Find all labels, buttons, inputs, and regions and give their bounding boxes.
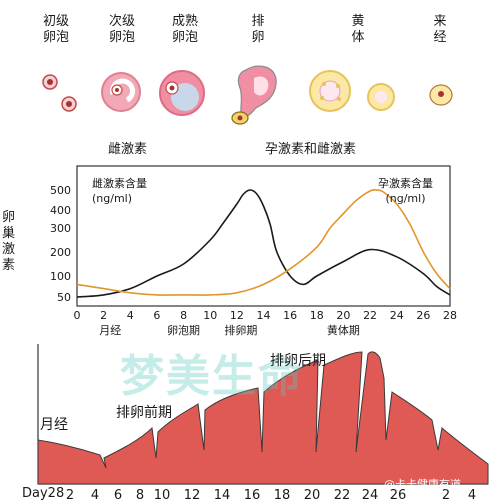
credit-text: @卡卡健康有道 [384,478,461,491]
day-prefix: Day28 [22,486,65,501]
day-tick-label: 16 [244,488,261,503]
bottom-label-menstruation: 月经 [40,417,68,433]
y-tick-label: 500 [50,184,71,197]
x-tick-label: 20 [336,309,350,322]
primary-follicle-icon [42,74,77,112]
endometrium-shape [37,351,489,485]
y-tick-label: 300 [50,222,71,235]
phase-label: 黄体期 [327,323,360,337]
x-tick-label: 10 [203,309,217,322]
stage-label-secondary-follicle: 次级 卵泡 [108,14,135,45]
hormone-label-progesterone-estrogen: 孕激素和雌激素 [265,142,357,157]
corpus-luteum-icon [309,70,395,112]
hormone-label-estrogen: 雌激素 [108,142,148,157]
ovulation-icon [231,65,277,125]
series-label-estrogen: 雌激素含量 (ng/ml) [92,177,147,205]
day-tick-label: 10 [154,488,171,503]
x-tick-label: 8 [180,309,187,322]
phase-label: 月经 [99,324,121,337]
day-tick-label: 6 [114,488,122,503]
bottom-label-post-ovulation: 排卵后期 [270,353,326,369]
x-tick-label: 4 [127,309,134,322]
bottom-label-pre-ovulation: 排卵前期 [116,405,172,421]
day-tick-label: 8 [136,488,144,503]
series-line-estrogen [76,189,451,298]
x-tick-label: 2 [100,309,107,322]
x-tick-label: 24 [390,309,404,322]
stage-label-mature-follicle: 成熟 卵泡 [171,14,198,45]
y-tick-label: 400 [50,204,71,217]
phase-label: 排卵期 [224,323,257,337]
stage-label-ovulation: 排 卵 [251,14,265,45]
day-tick-label: 22 [334,488,351,503]
day-tick-label: 2 [66,488,74,503]
watermark-text: 梦美生命 [120,351,304,402]
series-line-progesterone [76,189,451,296]
day-tick-label: 2 [442,488,450,503]
secondary-follicle-icon [101,72,141,112]
x-tick-label: 26 [416,309,430,322]
y-tick-label: 100 [50,270,71,283]
x-tick-label: 18 [310,309,324,322]
x-tick-label: 14 [257,309,271,322]
day-tick-label: 20 [304,488,321,503]
day-tick-label: 26 [390,488,407,503]
stage-label-menstruation: 来 经 [433,14,447,45]
x-tick-label: 0 [74,309,81,322]
phase-label: 卵泡期 [167,323,200,337]
x-tick-label: 6 [153,309,160,322]
menstruation-cell-icon [429,84,453,106]
y-tick-label: 200 [50,246,71,259]
day-tick-label: 24 [362,488,379,503]
x-tick-label: 22 [363,309,377,322]
hormone-chart-ylabel: 卵巢激素 [2,210,16,273]
day-tick-label: 12 [184,488,201,503]
day-tick-label: 4 [91,488,99,503]
y-tick-label: 50 [57,291,71,304]
x-tick-label: 12 [230,309,244,322]
x-tick-label: 28 [443,309,457,322]
x-tick-label: 16 [283,309,297,322]
series-label-progesterone: 孕激素含量 (ng/ml) [378,177,433,205]
day-tick-label: 14 [214,488,231,503]
chart-frame [76,165,451,307]
day-tick-label: 4 [468,488,476,503]
stage-label-corpus-luteum: 黄 体 [351,14,365,45]
day-tick-label: 18 [274,488,291,503]
mature-follicle-icon [159,70,205,116]
stage-label-primary-follicle: 初级 卵泡 [42,14,69,45]
